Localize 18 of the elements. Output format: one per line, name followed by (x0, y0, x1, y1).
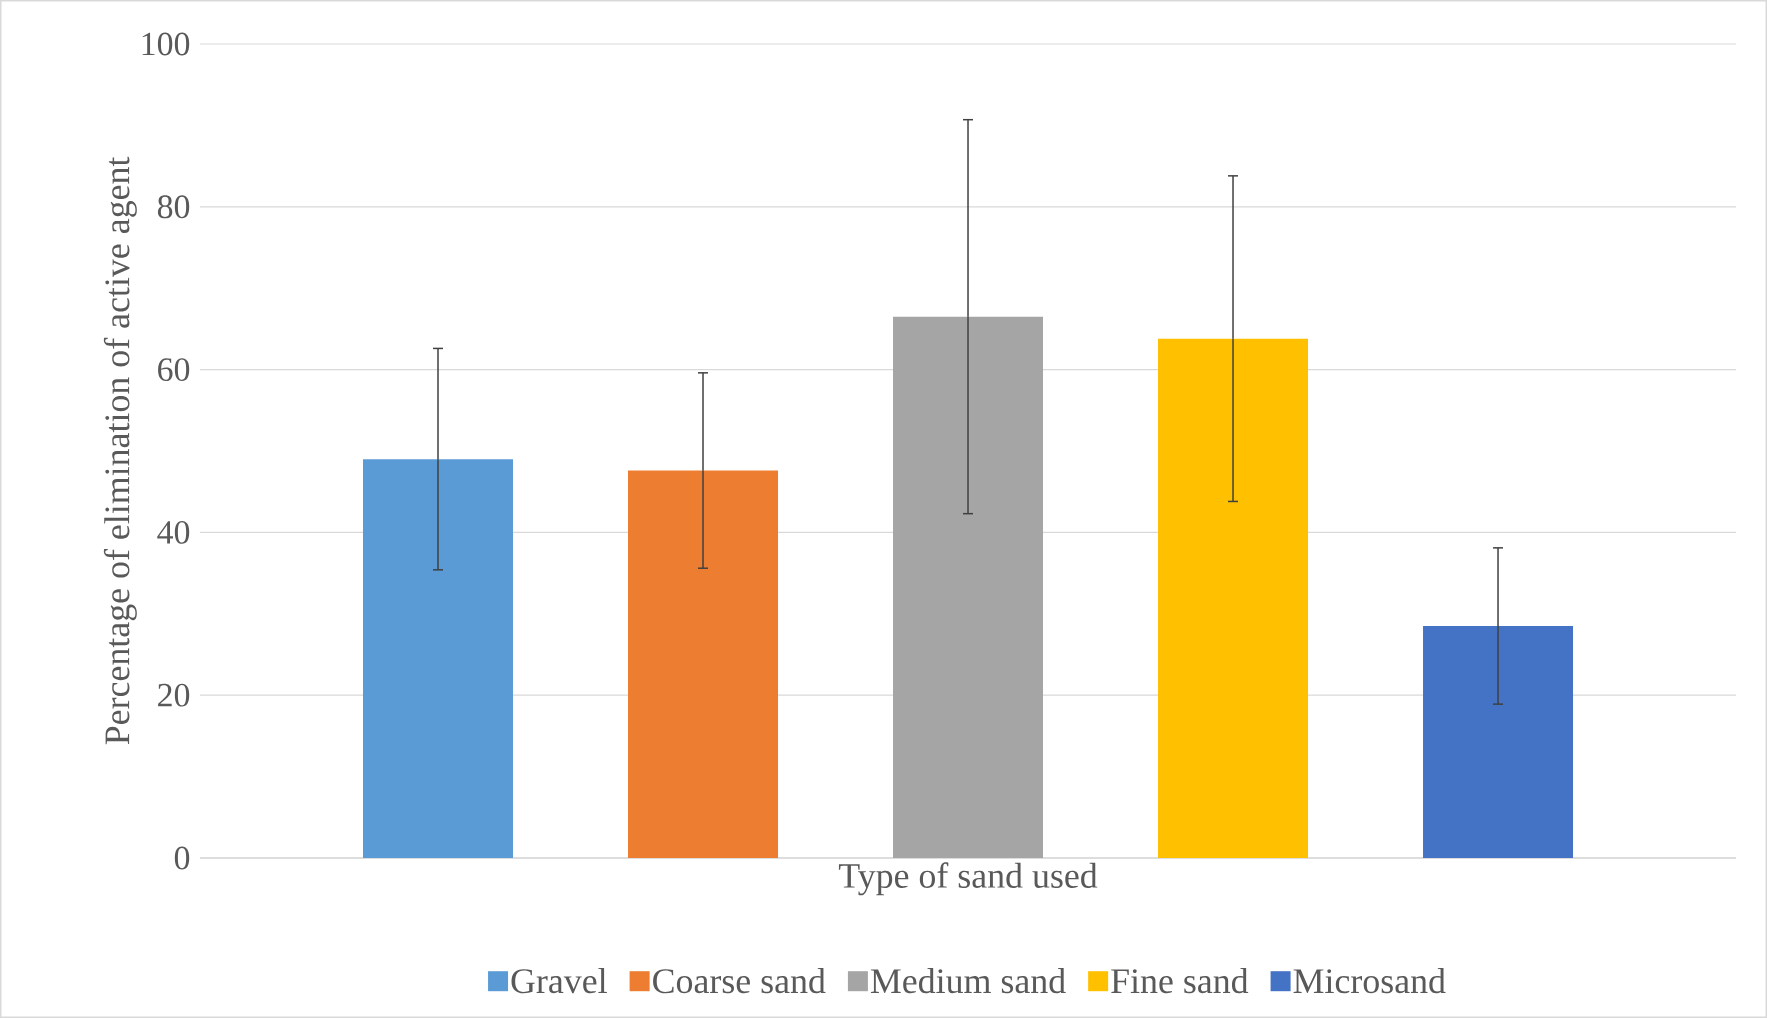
legend-label: Medium sand (870, 968, 1066, 994)
legend-label: Fine sand (1111, 968, 1249, 994)
y-axis-title: Percentage of elimination of active agent (103, 156, 137, 745)
bar (1423, 626, 1574, 858)
bar (1158, 338, 1309, 858)
y-tick-label: 100 (142, 32, 190, 56)
y-tick-label: 0 (174, 846, 190, 870)
y-tick-label: 60 (158, 358, 190, 382)
x-axis-title: Type of sand used (838, 862, 1098, 896)
bar (363, 459, 514, 858)
bar (893, 316, 1044, 858)
y-tick-label: 40 (157, 520, 190, 544)
y-tick-label: 80 (157, 195, 190, 219)
y-tick-label: 20 (158, 683, 190, 707)
legend-label: Gravel (511, 968, 607, 994)
legend-label: Microsand (1293, 968, 1446, 994)
bar (628, 470, 779, 858)
legend-label: Coarse sand (653, 968, 826, 994)
